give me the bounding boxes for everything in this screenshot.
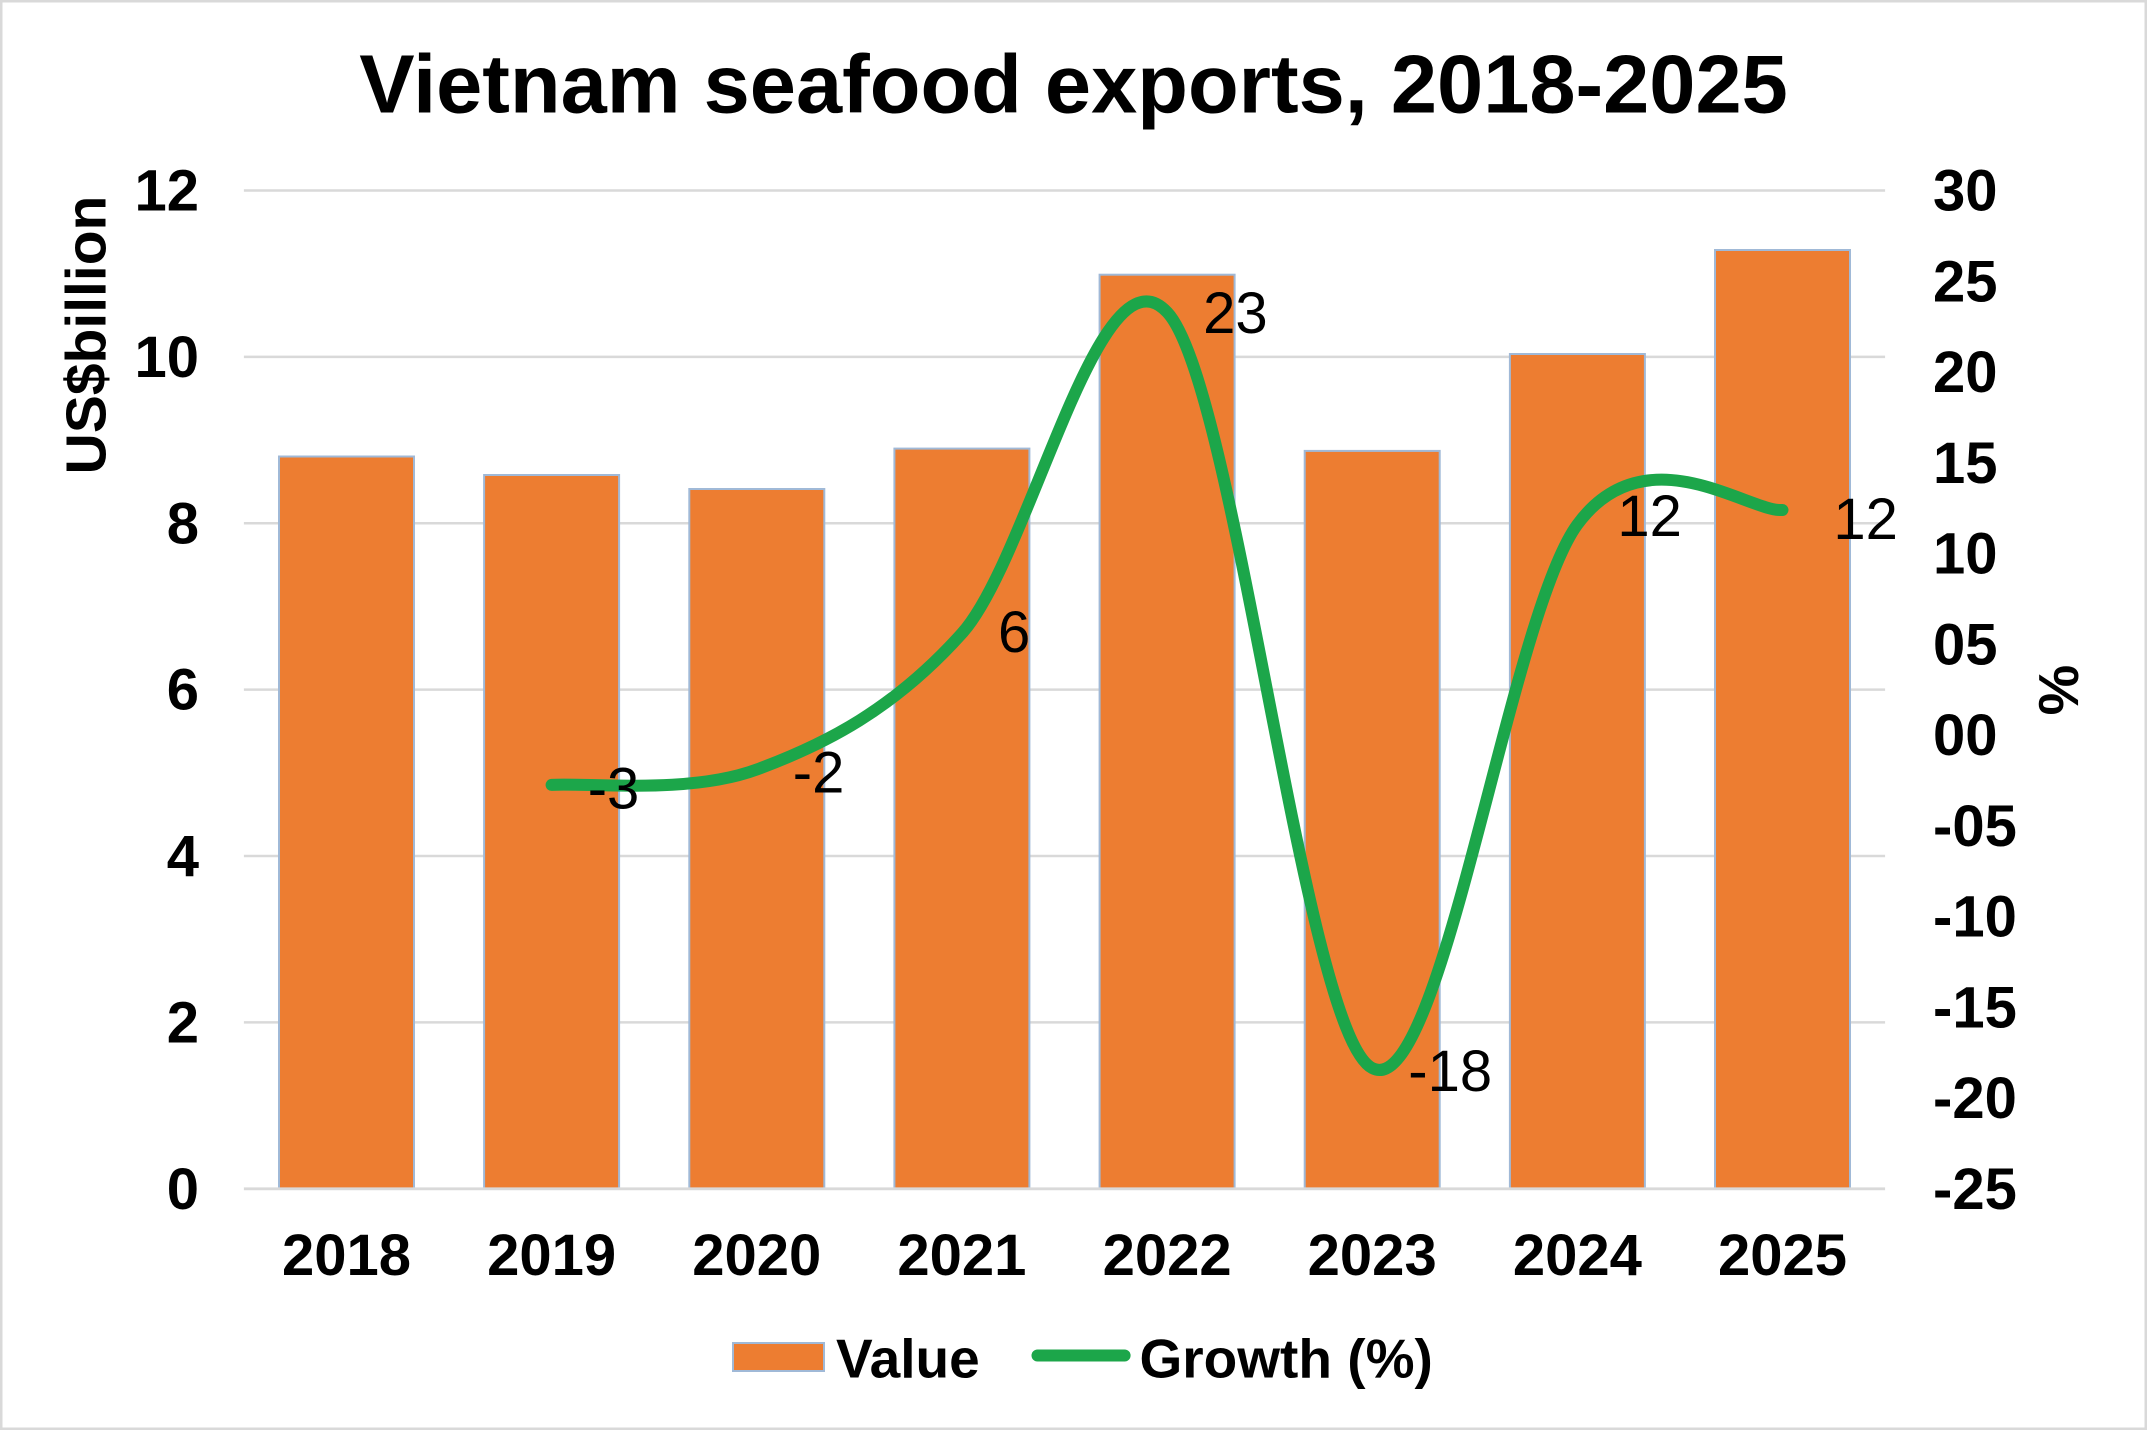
svg-text:Vietnam seafood exports, 2018-: Vietnam seafood exports, 2018-2025 [359,38,1788,131]
svg-text:12: 12 [1617,484,1682,549]
svg-text:25: 25 [1933,249,1998,314]
svg-text:05: 05 [1933,612,1998,677]
svg-text:-20: -20 [1933,1066,2017,1131]
svg-text:-3: -3 [588,757,640,822]
svg-text:-15: -15 [1933,975,2017,1040]
svg-text:12: 12 [134,159,199,224]
svg-text:%: % [2027,665,2091,716]
svg-text:15: 15 [1933,431,1998,496]
svg-text:2: 2 [167,990,199,1055]
svg-text:2022: 2022 [1103,1223,1232,1288]
svg-text:23: 23 [1203,281,1268,346]
svg-text:6: 6 [167,658,199,723]
svg-text:30: 30 [1933,159,1998,224]
svg-text:20: 20 [1933,340,1998,405]
svg-text:2018: 2018 [282,1223,411,1288]
svg-text:2023: 2023 [1308,1223,1437,1288]
svg-text:2021: 2021 [897,1223,1026,1288]
svg-text:-25: -25 [1933,1157,2017,1222]
svg-text:US$billion: US$billion [55,196,119,475]
svg-text:-18: -18 [1408,1039,1492,1104]
svg-text:6: 6 [998,600,1030,665]
svg-text:-10: -10 [1933,885,2017,950]
svg-text:0: 0 [167,1157,199,1222]
svg-text:-05: -05 [1933,794,2017,859]
svg-text:12: 12 [1833,487,1898,552]
svg-text:2019: 2019 [487,1223,616,1288]
svg-text:4: 4 [167,824,199,889]
svg-text:10: 10 [134,325,199,390]
svg-text:Growth (%): Growth (%) [1140,1328,1433,1390]
svg-text:2025: 2025 [1718,1223,1847,1288]
svg-text:2020: 2020 [692,1223,821,1288]
svg-text:2024: 2024 [1513,1223,1642,1288]
svg-text:10: 10 [1933,522,1998,587]
svg-text:Value: Value [836,1328,980,1390]
svg-text:8: 8 [167,491,199,556]
svg-text:-2: -2 [793,740,845,805]
svg-text:00: 00 [1933,703,1998,768]
